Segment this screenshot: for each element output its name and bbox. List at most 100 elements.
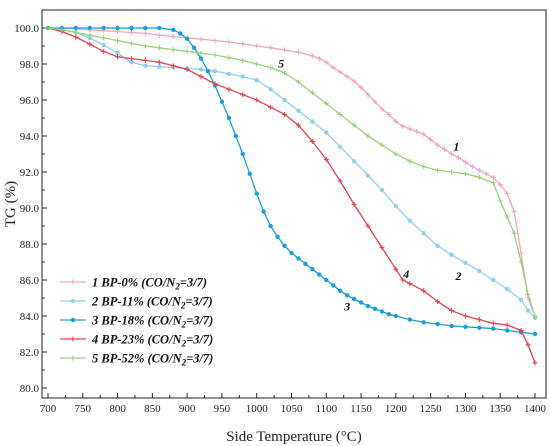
data-point (379, 106, 385, 112)
data-point (219, 99, 225, 105)
data-point (240, 92, 246, 98)
series-line (47, 27, 536, 317)
x-axis-title: Side Temperature (°C) (226, 429, 361, 445)
y-tick-label: 92.0 (20, 167, 40, 179)
data-point (282, 97, 287, 103)
legend-label-subscript: 2 (181, 320, 187, 330)
data-point (393, 119, 399, 125)
data-point (282, 243, 287, 249)
data-point (497, 198, 503, 204)
data-point (421, 164, 427, 170)
y-tick-label: 96.0 (20, 95, 40, 107)
data-point (261, 209, 266, 214)
data-point (268, 45, 274, 51)
data-point (372, 306, 378, 311)
curve-number-label: 4 (402, 267, 409, 281)
data-point (156, 59, 162, 65)
data-point (240, 57, 246, 63)
legend-label-text: =3/7) (185, 295, 212, 309)
data-point (317, 272, 322, 277)
data-point (344, 293, 350, 298)
data-point (393, 151, 399, 157)
data-point (449, 323, 454, 329)
curve-number-label: 2 (454, 269, 461, 283)
data-point (240, 41, 246, 47)
data-point (491, 277, 496, 283)
data-point (254, 97, 260, 103)
data-point (490, 174, 496, 180)
data-point (226, 115, 232, 121)
data-point (358, 84, 364, 90)
legend-swatch-marker (70, 279, 76, 285)
data-point (407, 218, 412, 223)
data-point (463, 260, 468, 266)
data-point (226, 71, 232, 77)
data-point (428, 137, 434, 143)
data-point (407, 317, 412, 322)
legend-label: 3 BP-18% (CO/N2=3/7) (91, 314, 213, 330)
data-point (407, 281, 413, 287)
x-tick-label: 1400 (524, 403, 547, 415)
legend-swatch-marker (70, 317, 76, 323)
data-point (142, 30, 148, 36)
data-point (198, 36, 204, 42)
legend-label-subscript: 2 (181, 339, 187, 349)
legend-item-2: 2 BP-11% (CO/N2=3/7) (60, 295, 213, 311)
data-point (171, 27, 176, 32)
data-point (518, 259, 524, 265)
data-point (504, 322, 510, 328)
data-point (504, 191, 510, 197)
legend-label-text: 3 BP-18% (CO/N (91, 314, 183, 328)
data-point (254, 191, 259, 196)
data-point (351, 296, 357, 302)
data-point (442, 147, 448, 152)
data-point (337, 178, 343, 184)
data-point (240, 151, 246, 157)
y-tick-label: 82.0 (20, 347, 40, 359)
data-point (351, 122, 357, 128)
data-point (212, 38, 218, 44)
data-point (532, 360, 538, 366)
x-tick-label: 1150 (350, 403, 372, 415)
x-tick-label: 800 (109, 403, 126, 415)
data-point (365, 173, 371, 178)
curve-number-label: 1 (453, 139, 459, 153)
x-tick-label: 1100 (315, 403, 337, 415)
y-tick-label: 100.0 (14, 23, 39, 35)
x-tick-label: 1300 (454, 403, 477, 415)
data-point (115, 54, 121, 60)
legend-label-text: =3/7) (180, 276, 207, 290)
legend-label-text: =3/7) (186, 352, 213, 366)
legend-label: 4 BP-23% (CO/N2=3/7) (91, 333, 213, 349)
data-point (87, 32, 93, 38)
x-tick-label: 1200 (385, 403, 408, 415)
data-point (365, 133, 371, 139)
data-point (73, 30, 79, 35)
legend-label-text: 4 BP-23% (CO/N (91, 333, 183, 347)
data-point (491, 326, 496, 331)
data-point (59, 27, 65, 33)
data-point (205, 68, 211, 74)
data-point (128, 40, 134, 46)
data-point (247, 171, 252, 177)
data-point (358, 300, 364, 305)
legend-item-3: 3 BP-18% (CO/N2=3/7) (60, 314, 213, 330)
legend-label-text: 1 BP-0% (CO/N (92, 276, 176, 290)
data-point (351, 201, 357, 207)
data-point (156, 32, 162, 38)
data-point (268, 86, 273, 92)
legend-label-subscript: 2 (174, 282, 180, 292)
data-point (372, 99, 378, 105)
data-point (449, 169, 455, 175)
data-point (198, 56, 204, 61)
data-point (128, 56, 134, 62)
data-point (129, 25, 134, 31)
data-point (462, 171, 468, 177)
x-tick-label: 700 (40, 403, 57, 415)
data-point (365, 303, 371, 309)
data-point (157, 64, 162, 69)
data-point (386, 312, 392, 317)
legend-label-text: 5 BP-52% (CO/N (92, 352, 183, 366)
data-point (184, 36, 190, 41)
